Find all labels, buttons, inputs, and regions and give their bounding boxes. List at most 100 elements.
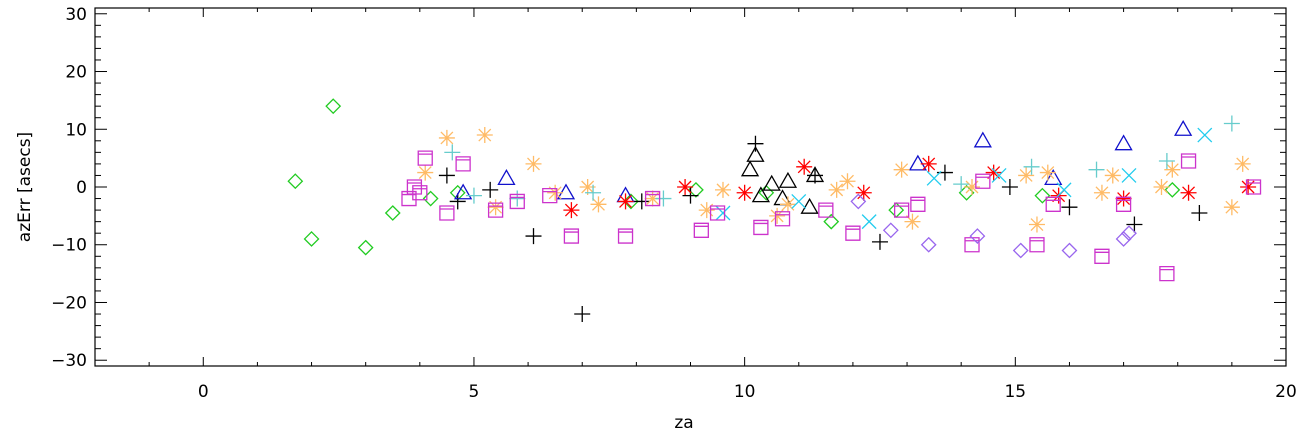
data-point-asterisk xyxy=(1093,184,1110,201)
data-point-asterisk xyxy=(779,196,796,213)
data-point-square xyxy=(406,179,423,195)
data-point-plus xyxy=(482,181,499,198)
data-point-plus xyxy=(871,233,888,250)
data-point-asterisk xyxy=(476,127,493,144)
data-point-asterisk xyxy=(1223,199,1240,216)
y-tick-label: 30 xyxy=(65,5,87,25)
series-plus xyxy=(438,135,1208,323)
data-point-asterisk xyxy=(525,155,542,172)
y-tick-label: 10 xyxy=(65,120,87,140)
data-point-square xyxy=(509,193,525,210)
x-tick-label: 20 xyxy=(1275,382,1297,402)
data-point-triangle xyxy=(497,169,516,185)
data-point-asterisk xyxy=(1240,179,1257,195)
x-tick-label: 0 xyxy=(198,382,209,402)
data-point-plus xyxy=(1158,153,1175,170)
data-point-asterisk xyxy=(1153,179,1170,195)
y-tick-label: −10 xyxy=(51,236,87,256)
data-point-square xyxy=(1094,248,1110,264)
data-point-plus xyxy=(807,167,824,184)
data-point-asterisk xyxy=(417,164,434,181)
data-point-triangle xyxy=(751,186,770,203)
data-point-square xyxy=(1180,153,1197,169)
data-point-asterisk xyxy=(769,207,786,224)
data-point-cross xyxy=(715,205,731,221)
data-point-cross xyxy=(861,214,877,230)
data-point-asterisk xyxy=(855,184,872,201)
data-point-diamond xyxy=(958,184,975,201)
data-point-asterisk xyxy=(1115,190,1132,207)
data-point-asterisk xyxy=(677,179,694,195)
data-point-asterisk xyxy=(644,190,661,207)
x-tick-label: 15 xyxy=(1004,382,1026,402)
data-point-plus xyxy=(585,184,602,201)
data-point-triangle xyxy=(908,154,927,171)
data-point-square xyxy=(910,196,926,212)
data-point-square xyxy=(1029,237,1045,253)
data-point-square xyxy=(964,237,980,253)
data-point-square xyxy=(845,225,861,241)
data-point-square xyxy=(542,188,558,204)
data-point-asterisk xyxy=(1180,184,1197,201)
data-point-diamond xyxy=(1164,181,1181,198)
data-point-diamond xyxy=(920,236,937,253)
data-point-square xyxy=(1045,196,1061,212)
data-point-triangle xyxy=(740,160,760,177)
y-tick-label: 0 xyxy=(76,178,87,198)
data-point-square xyxy=(818,202,834,218)
data-point-plus xyxy=(1126,216,1143,233)
data-point-cross xyxy=(926,170,942,186)
data-point-diamond xyxy=(287,173,304,190)
series-plus xyxy=(444,115,1240,207)
data-point-asterisk xyxy=(714,181,731,198)
data-point-triangle xyxy=(762,174,781,191)
data-point-diamond xyxy=(422,190,439,207)
data-point-cross xyxy=(1056,182,1072,198)
data-point-asterisk xyxy=(1018,167,1035,184)
series-triangle xyxy=(740,145,825,214)
data-point-asterisk xyxy=(563,202,580,219)
data-point-plus xyxy=(1191,204,1208,221)
data-point-diamond xyxy=(850,193,867,210)
data-marks xyxy=(287,98,1262,323)
data-point-plus xyxy=(1001,179,1018,195)
data-point-asterisk xyxy=(579,179,596,195)
data-point-square xyxy=(412,185,428,201)
data-point-diamond xyxy=(823,213,840,230)
data-point-plus xyxy=(1223,115,1240,132)
data-point-diamond xyxy=(1012,242,1029,259)
data-point-square xyxy=(1115,196,1132,212)
data-point-plus xyxy=(444,144,461,161)
data-point-square xyxy=(893,202,910,218)
y-tick-label: −20 xyxy=(51,293,87,313)
data-point-triangle xyxy=(778,171,798,188)
data-point-asterisk xyxy=(736,184,753,201)
series-diamond xyxy=(850,193,1137,259)
data-point-diamond xyxy=(969,228,986,245)
data-point-square xyxy=(487,202,504,218)
data-point-cross xyxy=(991,167,1007,183)
data-point-square xyxy=(417,150,433,166)
data-point-square xyxy=(709,205,726,221)
data-point-asterisk xyxy=(964,179,981,195)
data-point-square xyxy=(455,156,471,172)
data-point-diamond xyxy=(325,98,342,115)
data-point-diamond xyxy=(1121,225,1137,242)
data-point-plus xyxy=(747,135,764,152)
data-point-plus xyxy=(953,176,970,193)
data-point-square xyxy=(563,228,580,244)
data-point-plus xyxy=(509,190,526,207)
data-point-asterisk xyxy=(1234,155,1251,172)
x-tick-label: 5 xyxy=(469,382,480,402)
series-asterisk xyxy=(417,127,1251,233)
data-point-triangle xyxy=(746,145,765,162)
data-point-square xyxy=(1245,179,1262,195)
data-point-plus xyxy=(525,228,542,245)
data-point-triangle xyxy=(800,197,819,214)
data-point-asterisk xyxy=(1039,164,1056,181)
y-axis-label: azErr [asecs] xyxy=(15,132,35,242)
data-point-square xyxy=(753,219,769,236)
data-point-triangle xyxy=(454,183,473,200)
data-point-asterisk xyxy=(839,173,856,190)
data-point-plus xyxy=(574,306,591,323)
